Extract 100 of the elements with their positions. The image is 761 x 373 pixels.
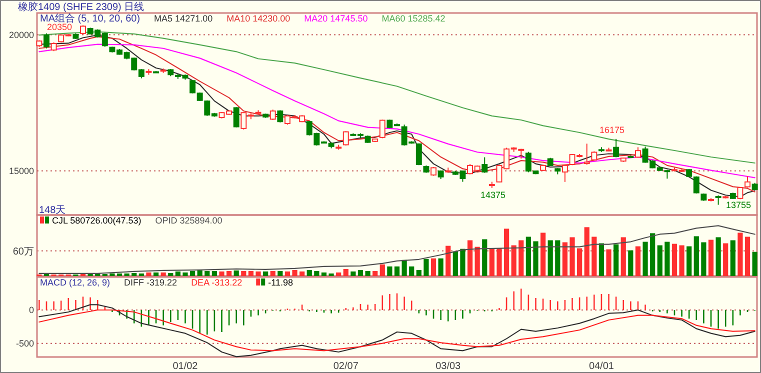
candlestick [715,194,722,206]
bar [138,273,144,276]
annotation: 20350 [46,22,72,32]
bar [744,236,750,276]
candlestick [233,106,240,128]
bar [672,244,678,276]
bar [446,246,451,276]
bar [284,271,290,276]
bar [708,240,714,276]
bar [365,270,370,276]
bar [278,270,283,276]
bar [430,258,436,276]
ref-line-label: 60万 [12,246,34,258]
bar [328,273,334,276]
bar [402,260,407,276]
candlestick [482,156,488,174]
candlestick [270,109,276,120]
bar [533,241,538,276]
x-tick-label: 02/07 [333,361,359,372]
legend-title: MACD (12, 26, 9) [40,278,110,288]
bar [474,246,480,276]
bar [314,270,320,276]
bar [701,242,706,276]
y-tick-label: 20000 [8,30,34,40]
bar [540,232,546,276]
bar [424,258,429,276]
bar [350,271,356,276]
bar [306,270,312,276]
bar [518,240,524,276]
bar [614,244,619,276]
bar [292,270,298,276]
y-tick-label: 0 [28,305,34,315]
bar [584,227,590,276]
bar [263,271,268,276]
candlestick [379,119,386,139]
bar [132,272,137,276]
bar [650,233,656,276]
bar [570,237,575,276]
text: DEA -313.22 [191,278,242,288]
bar [635,246,641,276]
bar [116,273,122,276]
legend-title: MA组合 (5, 10, 20, 60) [40,12,140,24]
bar [467,240,473,276]
bar [336,272,342,276]
bar [409,266,414,276]
bar [204,270,210,276]
bar [511,245,516,276]
bar [730,240,736,276]
bar [416,270,422,276]
bar [241,270,246,276]
bar [723,243,728,276]
line-series [38,31,756,164]
bar [372,270,378,276]
bar [387,266,392,276]
bar [504,228,510,276]
bar [234,270,239,276]
bar [219,271,224,276]
bar [694,236,699,276]
bar [577,248,582,276]
bar [226,270,232,276]
candlestick [342,130,349,146]
bar [438,258,444,276]
bar [460,248,466,276]
bar [248,270,254,276]
bar [175,271,180,276]
bar [300,271,305,276]
bar [190,270,196,276]
bar [124,273,130,276]
bar [496,248,502,276]
legend-label: CJL 580726.00(47.53) [52,216,142,226]
bar [489,248,494,276]
bar [562,242,568,276]
bar [343,268,348,276]
candlestick [44,32,50,49]
candlestick [634,146,641,158]
bar [642,242,648,276]
text: OPID 325894.00 [155,216,222,226]
bar [146,272,152,276]
bar [168,272,174,276]
bar [212,270,217,276]
bar [679,245,684,276]
candlestick [613,138,620,158]
chart-title: 橡胶1409 (SHFE 2309) 日线 [18,1,144,13]
bar [628,250,634,276]
bar [598,243,604,276]
text: DIFF -319.22 [124,278,178,288]
bar [716,237,721,276]
annotation: 14375 [480,190,506,200]
annotation: 16175 [599,125,625,135]
bar [380,264,385,276]
bar [394,266,400,276]
bar [197,270,202,276]
y-tick-label: 15000 [8,166,34,176]
bar [110,273,115,276]
line-series [38,309,756,352]
annotation: 148天 [39,205,66,216]
bar [686,246,692,276]
bar [256,271,261,276]
legend-label: -11.98 [268,278,293,288]
bar [321,272,327,276]
